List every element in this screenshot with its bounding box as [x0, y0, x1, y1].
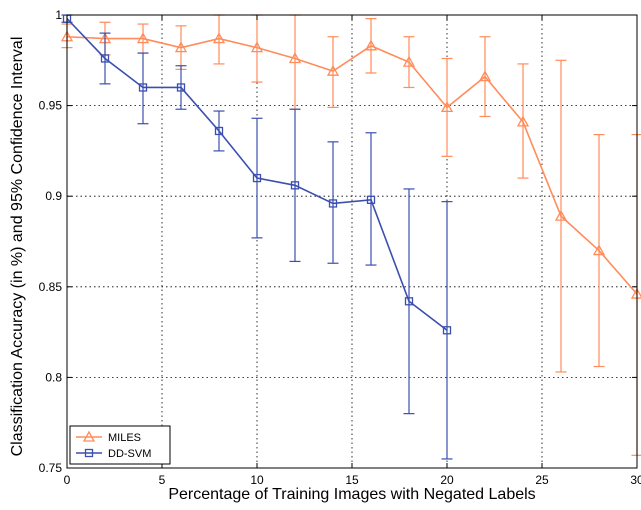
y-tick-label: 0.95 — [39, 99, 63, 113]
data-point — [328, 199, 338, 208]
data-point — [402, 55, 416, 67]
y-axis-label: Classification Accuracy (in %) and 95% C… — [9, 37, 26, 457]
data-point — [478, 70, 492, 82]
data-point — [326, 64, 340, 76]
data-point — [136, 32, 150, 44]
y-tick-label: 1 — [55, 8, 62, 22]
data-point — [516, 115, 530, 127]
x-axis-label: Percentage of Training Images with Negat… — [168, 486, 535, 503]
data-point — [288, 52, 302, 64]
y-tick-label: 0.85 — [39, 280, 63, 294]
x-tick-label: 20 — [440, 473, 454, 487]
data-point — [554, 209, 568, 221]
series-line — [66, 35, 638, 295]
plot-area — [60, 14, 641, 460]
data-point — [364, 39, 378, 51]
y-tick-label: 0.8 — [45, 370, 62, 384]
data-point — [404, 297, 414, 306]
data-point — [250, 41, 264, 53]
axis-ticks: 0 5 10 15 20 25 30 0.75 0.8 0.85 0.9 0.95 1 — [39, 8, 641, 487]
x-tick-label: 5 — [159, 473, 166, 487]
y-tick-label: 0.75 — [39, 461, 63, 475]
x-tick-label: 10 — [250, 473, 264, 487]
data-point — [214, 126, 224, 136]
legend-label: DD-SVM — [108, 448, 151, 460]
data-point — [174, 41, 188, 53]
data-point — [442, 326, 452, 335]
data-point — [290, 181, 300, 190]
legend-swatch-marker — [84, 448, 94, 458]
data-point — [212, 32, 226, 44]
legend: MILES DD-SVM — [69, 425, 171, 465]
grid — [67, 15, 637, 468]
legend-box — [69, 425, 171, 465]
data-point — [440, 101, 454, 113]
data-point — [366, 195, 376, 204]
x-tick-label: 25 — [535, 473, 549, 487]
data-point — [592, 244, 606, 256]
y-tick-label: 0.9 — [45, 189, 62, 203]
data-point — [100, 54, 110, 63]
x-tick-label: 30 — [630, 473, 641, 487]
series-1 — [60, 14, 641, 456]
series-line — [66, 18, 448, 331]
data-point — [138, 83, 148, 92]
legend-label: MILES — [108, 432, 141, 444]
data-point — [252, 173, 262, 183]
data-point — [176, 83, 186, 92]
legend-swatch-marker — [82, 430, 96, 442]
x-tick-label: 0 — [64, 473, 71, 487]
x-tick-label: 15 — [345, 473, 359, 487]
